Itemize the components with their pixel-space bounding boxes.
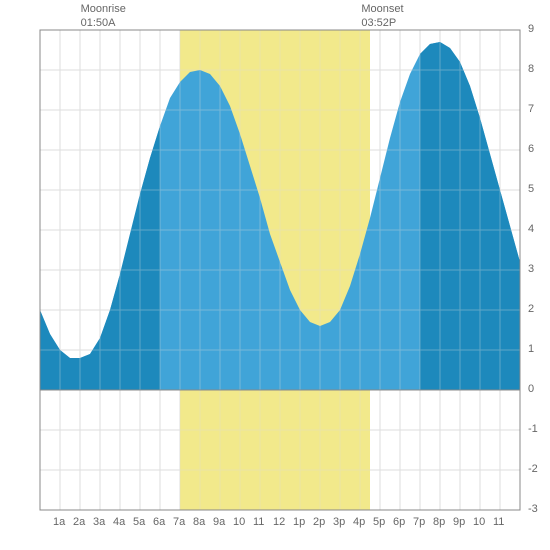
y-tick: 3 <box>528 263 534 275</box>
x-tick: 7p <box>413 516 425 528</box>
y-tick: 8 <box>528 63 534 75</box>
moonrise-time: 01:50A <box>81 17 116 29</box>
x-tick: 2a <box>73 516 85 528</box>
x-tick: 8a <box>193 516 205 528</box>
moonset-label: Moonset 03:52P <box>361 2 403 31</box>
x-tick: 10 <box>233 516 245 528</box>
x-tick: 2p <box>313 516 325 528</box>
x-tick: 5a <box>133 516 145 528</box>
y-tick: 1 <box>528 343 534 355</box>
x-tick: 6a <box>153 516 165 528</box>
x-tick: 6p <box>393 516 405 528</box>
x-tick: 1a <box>53 516 65 528</box>
chart-canvas <box>0 0 550 550</box>
x-tick: 5p <box>373 516 385 528</box>
x-tick: 12 <box>273 516 285 528</box>
y-tick: 6 <box>528 143 534 155</box>
tide-chart: Moonrise 01:50A Moonset 03:52P 1a 2a 3a 4a 5… <box>0 0 550 550</box>
x-tick: 11 <box>493 516 504 528</box>
x-tick: 3a <box>93 516 105 528</box>
y-tick: -3 <box>528 503 538 515</box>
y-tick: 2 <box>528 303 534 315</box>
x-tick: 3p <box>333 516 345 528</box>
moonset-time: 03:52P <box>361 17 396 29</box>
y-tick: 4 <box>528 223 534 235</box>
y-tick: -2 <box>528 463 538 475</box>
y-tick: 5 <box>528 183 534 195</box>
moonrise-title: Moonrise <box>81 3 126 15</box>
y-tick: 7 <box>528 103 534 115</box>
x-tick: 9a <box>213 516 225 528</box>
x-tick: 7a <box>173 516 185 528</box>
moonrise-label: Moonrise 01:50A <box>81 2 126 31</box>
y-tick: 0 <box>528 383 534 395</box>
y-tick: -1 <box>528 423 538 435</box>
x-tick: 4p <box>353 516 365 528</box>
x-tick: 4a <box>113 516 125 528</box>
x-tick: 10 <box>473 516 485 528</box>
moonset-title: Moonset <box>361 3 403 15</box>
x-tick: 9p <box>453 516 465 528</box>
x-tick: 11 <box>253 516 264 528</box>
x-tick: 8p <box>433 516 445 528</box>
x-tick: 1p <box>293 516 305 528</box>
y-tick: 9 <box>528 23 534 35</box>
